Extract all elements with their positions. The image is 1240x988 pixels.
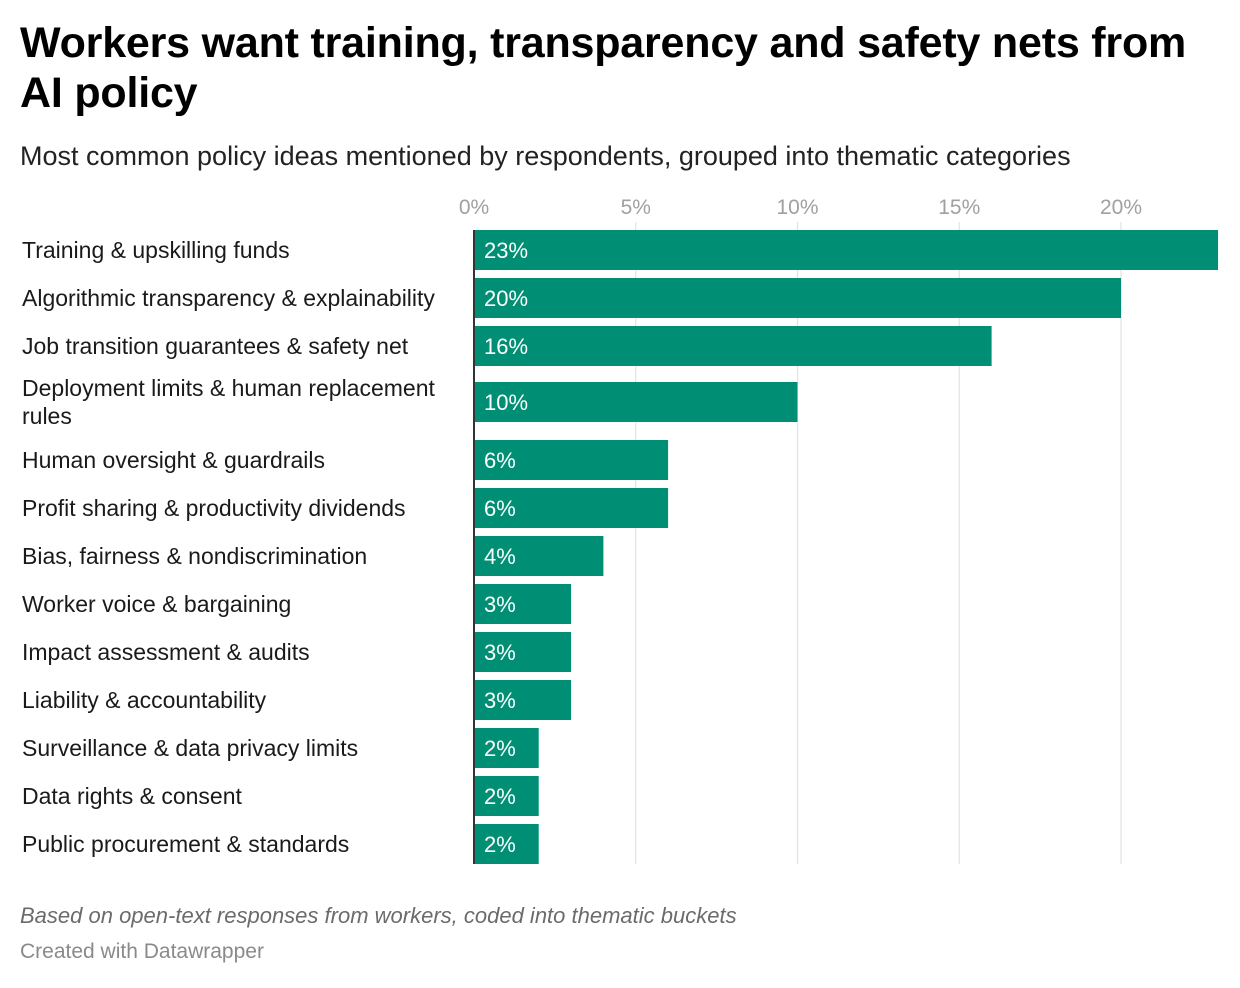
bar [474, 680, 572, 720]
category-label: Impact assessment & audits [22, 639, 310, 665]
bar [474, 584, 572, 624]
bar-value-label: 3% [484, 640, 516, 665]
bar-value-label: 6% [484, 496, 516, 521]
bar-value-label: 2% [484, 736, 516, 761]
bar-chart: 0% 5% 10% 15% 20% 23% Training & upskilling fu… [22, 196, 1219, 864]
bar [474, 382, 798, 422]
x-tick-label: 20% [1100, 196, 1142, 219]
category-label: Human oversight & guardrails [22, 447, 325, 473]
chart-note: Based on open-text responses from worker… [20, 903, 737, 928]
bar-value-label: 23% [484, 238, 528, 263]
chart-subtitle: Most common policy ideas mentioned by re… [20, 141, 1071, 171]
category-label: Algorithmic transparency & explainabilit… [22, 285, 435, 311]
bar [474, 824, 539, 864]
chart-title: Workers want training, transparency and … [20, 19, 1187, 117]
bar-value-label: 4% [484, 544, 516, 569]
x-tick-label: 15% [938, 196, 980, 219]
category-label: Liability & accountability [22, 687, 267, 713]
bar-value-label: 2% [484, 832, 516, 857]
category-label: Data rights & consent [22, 783, 243, 809]
category-label: Worker voice & bargaining [22, 591, 291, 617]
bar-value-label: 10% [484, 390, 528, 415]
category-label: Training & upskilling funds [22, 237, 290, 263]
bar-value-label: 16% [484, 334, 528, 359]
category-label: Job transition guarantees & safety net [22, 333, 409, 359]
bar [474, 632, 572, 672]
category-label: Profit sharing & productivity dividends [22, 495, 406, 521]
bar-value-label: 3% [484, 688, 516, 713]
chart-credit: Created with Datawrapper [20, 940, 264, 963]
x-tick-label: 10% [776, 196, 818, 219]
bar-value-label: 3% [484, 592, 516, 617]
category-label: Bias, fairness & nondiscrimination [22, 543, 367, 569]
bar [474, 728, 539, 768]
bar [474, 326, 992, 366]
bar [474, 230, 1219, 270]
bar-value-label: 20% [484, 286, 528, 311]
category-label: Public procurement & standards [22, 831, 349, 857]
bar [474, 440, 669, 480]
bar-value-label: 6% [484, 448, 516, 473]
bar-value-label: 2% [484, 784, 516, 809]
category-label: rules [22, 403, 72, 429]
category-label: Surveillance & data privacy limits [22, 735, 358, 761]
category-label: Deployment limits & human replacement [22, 375, 436, 401]
x-tick-label: 0% [459, 196, 489, 219]
bar [474, 536, 604, 576]
bar [474, 488, 669, 528]
bar [474, 278, 1121, 318]
bar [474, 776, 539, 816]
x-tick-label: 5% [621, 196, 651, 219]
